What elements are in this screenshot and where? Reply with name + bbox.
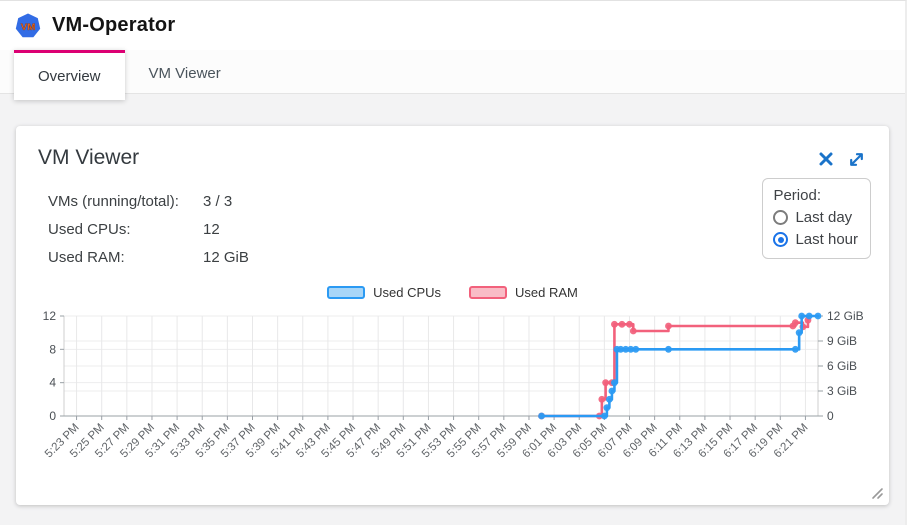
svg-text:3 GiB: 3 GiB — [827, 384, 857, 398]
stat-value-ram: 12 GiB — [203, 248, 249, 266]
chart-canvas: 5:23 PM 5:25 PM 5:27 PM 5:29 PM 5:31 PM 5:33 … — [30, 306, 867, 489]
period-label: Period: — [773, 187, 821, 204]
radio-last-hour-label: Last hour — [795, 231, 858, 248]
svg-text:VM: VM — [21, 21, 35, 32]
stat-value-cpus: 12 — [203, 220, 220, 238]
stat-value-vms: 3 / 3 — [203, 192, 233, 210]
legend-swatch-used-cpus-icon — [327, 286, 366, 299]
vm-viewer-card: VM Viewer VMs (running/total): 3 / 3 — [16, 126, 889, 505]
resize-handle[interactable] — [870, 486, 884, 500]
svg-text:0: 0 — [49, 409, 56, 423]
svg-text:6 GiB: 6 GiB — [827, 359, 857, 373]
card-controls — [818, 151, 865, 168]
svg-text:12 GiB: 12 GiB — [827, 309, 864, 323]
chart-legend: Used CPUs Used RAM — [38, 285, 867, 300]
legend-item-used-ram[interactable]: Used RAM — [469, 285, 578, 300]
app-header: VM VM-Operator — [0, 1, 905, 50]
stat-label-ram: Used RAM: — [48, 248, 125, 266]
stat-row-cpus: Used CPUs: 12 — [48, 215, 867, 243]
svg-text:12: 12 — [43, 309, 57, 323]
tab-overview-label: Overview — [38, 68, 101, 85]
stat-row-ram: Used RAM: 12 GiB — [48, 243, 867, 271]
vm-operator-logo-icon: VM — [14, 11, 42, 38]
tab-bar: Overview VM Viewer — [0, 50, 905, 100]
card-header: VM Viewer — [38, 146, 867, 170]
page-content: VM Viewer VMs (running/total): 3 / 3 — [0, 94, 905, 525]
legend-label-used-ram: Used RAM — [515, 285, 578, 300]
legend-label-used-cpus: Used CPUs — [373, 285, 442, 300]
legend-swatch-used-ram-icon — [469, 286, 508, 299]
tab-vm-viewer-label: VM Viewer — [148, 65, 221, 82]
stat-row-vms: VMs (running/total): 3 / 3 — [48, 187, 867, 215]
tab-overview[interactable]: Overview — [14, 50, 125, 100]
svg-text:9 GiB: 9 GiB — [827, 334, 857, 348]
svg-text:4: 4 — [49, 376, 56, 390]
radio-last-day[interactable]: Last day — [773, 209, 858, 226]
stat-label-cpus: Used CPUs: — [48, 220, 131, 238]
app-title: VM-Operator — [52, 14, 176, 36]
radio-last-day-circle-icon[interactable] — [773, 210, 789, 225]
radio-last-hour-circle-icon[interactable] — [773, 232, 789, 247]
svg-text:0: 0 — [827, 409, 834, 423]
svg-text:8: 8 — [49, 342, 56, 356]
legend-item-used-cpus[interactable]: Used CPUs — [327, 285, 441, 300]
radio-last-day-label: Last day — [795, 209, 853, 226]
period-group: Period: Last day Last hour — [762, 178, 871, 259]
expand-icon[interactable] — [848, 151, 865, 168]
card-title: VM Viewer — [38, 146, 140, 169]
radio-last-hour[interactable]: Last hour — [773, 231, 858, 248]
close-icon[interactable] — [818, 151, 834, 167]
vm-stats: VMs (running/total): 3 / 3 Used CPUs: 12… — [48, 187, 867, 271]
stat-label-vms: VMs (running/total): — [48, 192, 179, 210]
tab-vm-viewer[interactable]: VM Viewer — [125, 50, 245, 94]
